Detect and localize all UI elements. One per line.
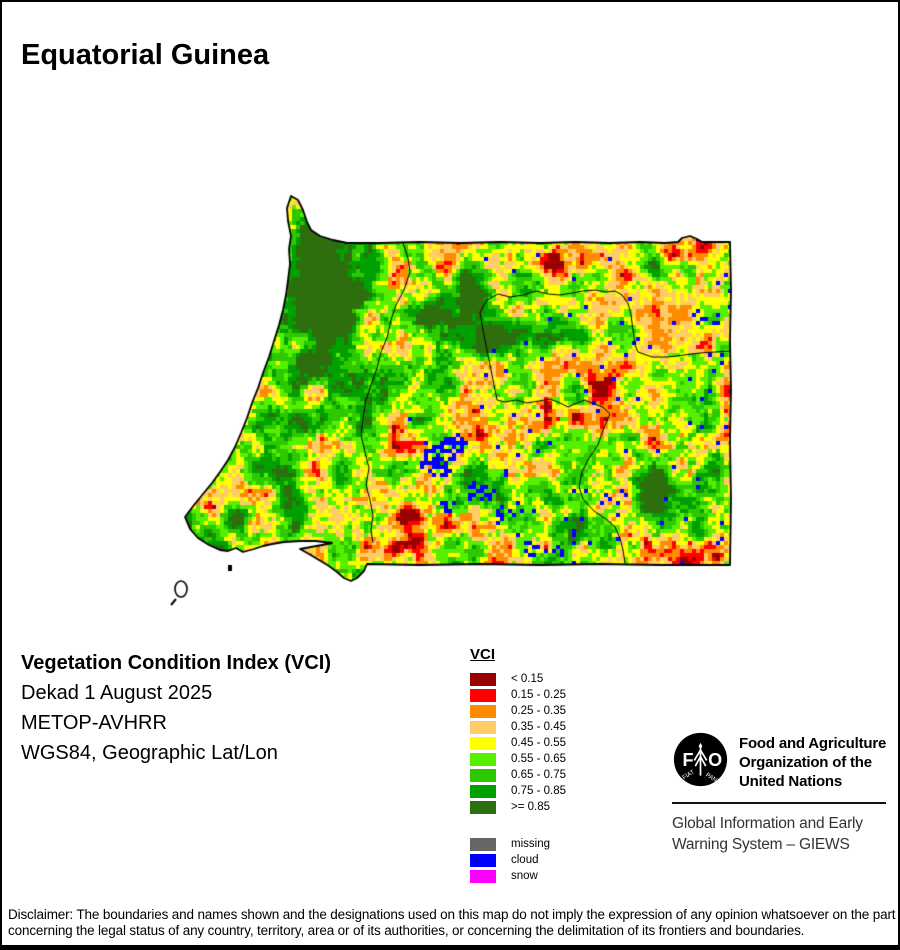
svg-text:F: F bbox=[682, 750, 693, 770]
legend: VCI < 0.15 0.15 - 0.25 0.25 - 0.35 0.35 - 0… bbox=[470, 646, 566, 884]
legend-row: 0.45 - 0.55 bbox=[470, 735, 566, 751]
legend-label: < 0.15 bbox=[511, 673, 544, 685]
legend-swatch bbox=[470, 672, 496, 686]
legend-swatch bbox=[470, 736, 496, 750]
legend-label: 0.25 - 0.35 bbox=[511, 705, 566, 717]
disclaimer: Disclaimer: The boundaries and names sho… bbox=[8, 907, 900, 938]
map-info-block: Vegetation Condition Index (VCI) Dekad 1… bbox=[21, 648, 331, 768]
legend-swatch bbox=[470, 768, 496, 782]
legend-extras: missing cloud snow bbox=[470, 836, 566, 884]
vci-map bbox=[160, 185, 740, 609]
legend-row: 0.35 - 0.45 bbox=[470, 719, 566, 735]
legend-row: 0.15 - 0.25 bbox=[470, 687, 566, 703]
legend-row: 0.75 - 0.85 bbox=[470, 783, 566, 799]
index-name: Vegetation Condition Index (VCI) bbox=[21, 652, 331, 674]
legend-label: 0.75 - 0.85 bbox=[511, 785, 566, 797]
legend-swatch bbox=[470, 688, 496, 702]
legend-label: 0.65 - 0.75 bbox=[511, 769, 566, 781]
legend-row: 0.55 - 0.65 bbox=[470, 751, 566, 767]
wheat-icon bbox=[693, 742, 708, 776]
legend-swatch bbox=[470, 704, 496, 718]
fao-logo-icon: F O FIAT PANIS bbox=[673, 732, 728, 787]
legend-row: < 0.15 bbox=[470, 671, 566, 687]
legend-label: missing bbox=[511, 838, 550, 850]
legend-swatch bbox=[470, 853, 496, 867]
fao-separator bbox=[672, 802, 886, 804]
legend-row: 0.25 - 0.35 bbox=[470, 703, 566, 719]
giews-label: Global Information and Early Warning Sys… bbox=[672, 815, 863, 853]
projection-label: WGS84, Geographic Lat/Lon bbox=[21, 742, 278, 764]
legend-label: 0.35 - 0.45 bbox=[511, 721, 566, 733]
svg-text:O: O bbox=[708, 750, 722, 770]
legend-label: 0.15 - 0.25 bbox=[511, 689, 566, 701]
legend-label: 0.55 - 0.65 bbox=[511, 753, 566, 765]
legend-row: cloud bbox=[470, 852, 566, 868]
legend-swatch bbox=[470, 869, 496, 883]
legend-row: missing bbox=[470, 836, 566, 852]
legend-row: >= 0.85 bbox=[470, 799, 566, 815]
fao-name: Food and Agriculture Organization of the… bbox=[739, 735, 887, 790]
legend-label: >= 0.85 bbox=[511, 801, 551, 813]
sensor-label: METOP-AVHRR bbox=[21, 712, 167, 734]
legend-row: 0.65 - 0.75 bbox=[470, 767, 566, 783]
legend-row: snow bbox=[470, 868, 566, 884]
dekad-label: Dekad 1 August 2025 bbox=[21, 682, 213, 704]
page-title: Equatorial Guinea bbox=[21, 39, 270, 72]
legend-label: snow bbox=[511, 870, 538, 882]
legend-label: 0.45 - 0.55 bbox=[511, 737, 566, 749]
legend-classes: < 0.15 0.15 - 0.25 0.25 - 0.35 0.35 - 0.45 0… bbox=[470, 671, 566, 815]
legend-label: cloud bbox=[511, 854, 539, 866]
legend-swatch bbox=[470, 800, 496, 814]
legend-swatch bbox=[470, 837, 496, 851]
fao-block: F O FIAT PANIS Food and Agriculture Orga… bbox=[672, 731, 890, 855]
legend-swatch bbox=[470, 752, 496, 766]
legend-title: VCI bbox=[470, 646, 496, 663]
legend-swatch bbox=[470, 784, 496, 798]
legend-swatch bbox=[470, 720, 496, 734]
